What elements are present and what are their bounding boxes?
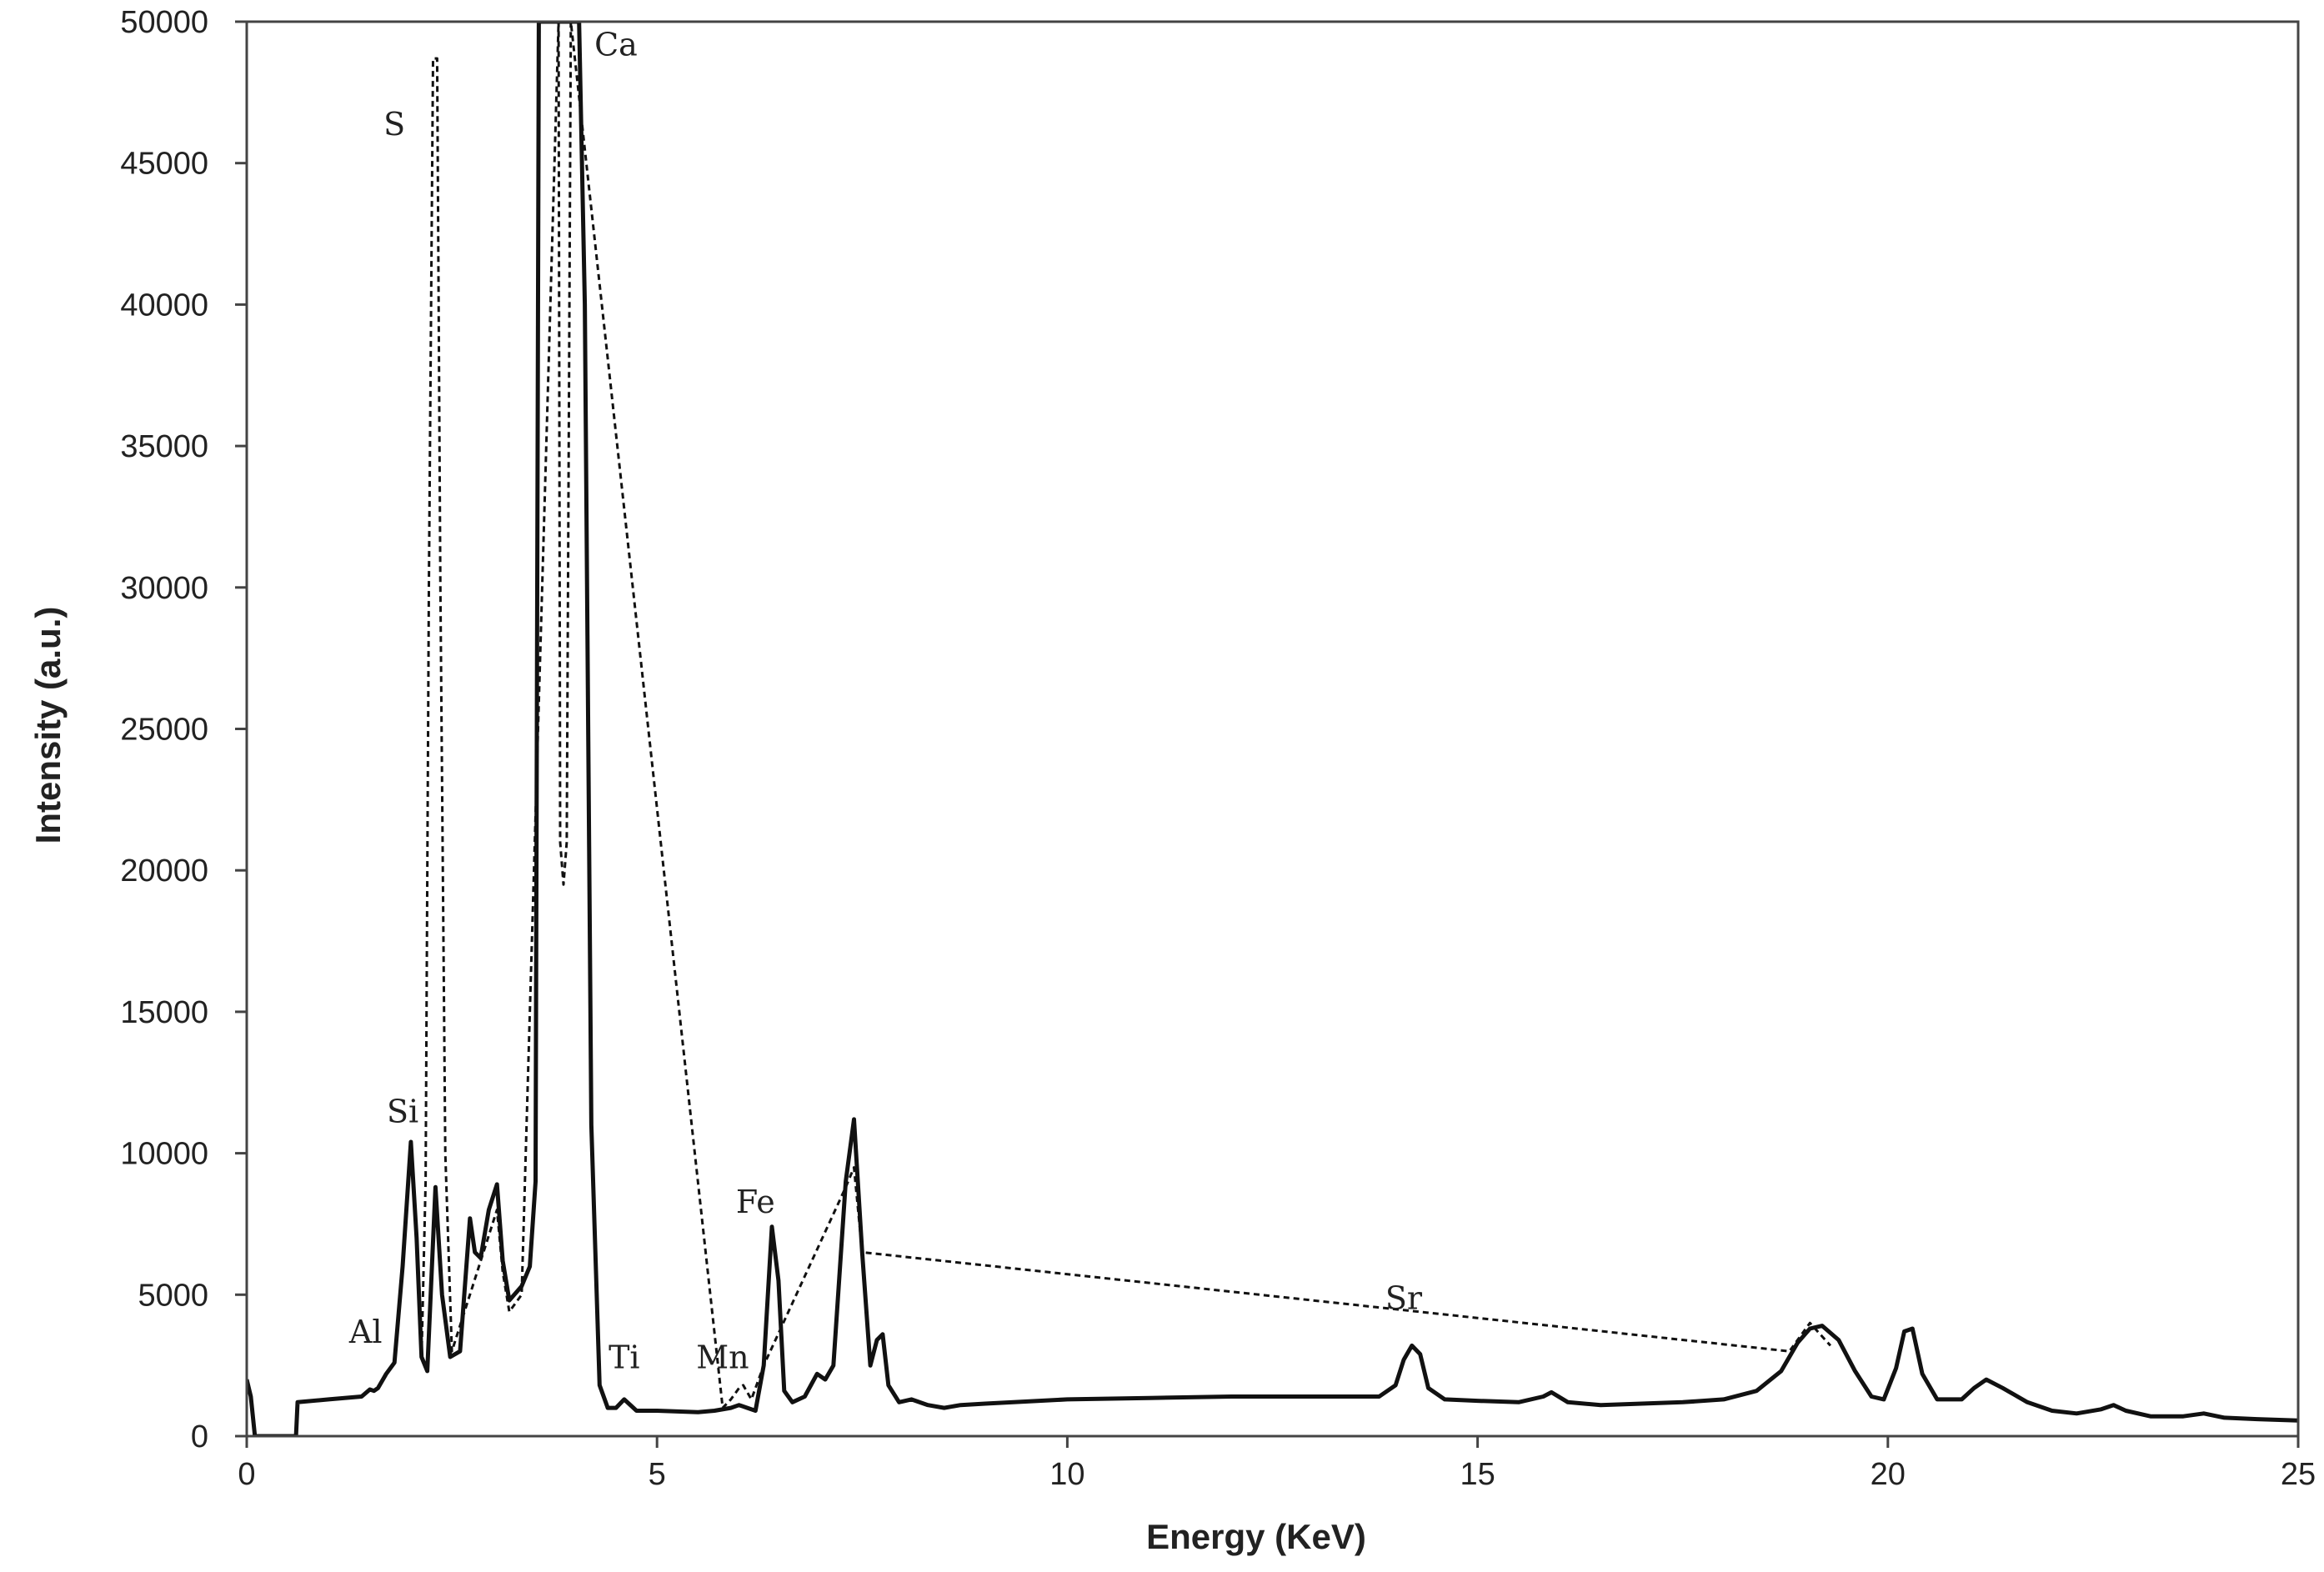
x-tick-label: 5	[649, 1457, 666, 1492]
y-axis-title: Intensity (a.u.)	[28, 607, 68, 844]
y-tick-label: 25000	[120, 713, 208, 748]
y-tick-label: 35000	[120, 429, 208, 464]
peak-label-si: Si	[387, 1093, 418, 1129]
annotation-layer: S Ca Si Al Fe Ti Mn Sr	[348, 27, 1423, 1376]
y-tick-label: 5000	[138, 1278, 208, 1313]
y-tick-label: 30000	[120, 571, 208, 606]
x-tick-label: 15	[1460, 1457, 1495, 1492]
y-tick-label: 0	[191, 1419, 208, 1454]
peak-label-s: S	[383, 106, 405, 143]
peak-label-sr: Sr	[1385, 1279, 1423, 1316]
y-tick-label: 45000	[120, 147, 208, 182]
peak-label-fe: Fe	[736, 1184, 775, 1220]
x-axis-title: Energy (KeV)	[1146, 1517, 1366, 1556]
peak-label-ti: Ti	[609, 1339, 640, 1376]
series-line-solid	[247, 22, 2298, 1436]
plot-frame	[245, 20, 2300, 1438]
peak-label-al: Al	[348, 1314, 383, 1350]
series-line-dashed	[420, 22, 1832, 1409]
peak-label-mn: Mn	[696, 1339, 749, 1376]
y-tick-label: 40000	[120, 288, 208, 323]
peak-label-ca: Ca	[594, 27, 638, 63]
y-tick-label: 20000	[120, 854, 208, 889]
x-tick-label: 10	[1049, 1457, 1084, 1492]
axis-layer: 0 5 10 15 20 25 0 5000 10000 15000 20000 25000 30000…	[120, 5, 2316, 1492]
series-layer	[247, 22, 2298, 1436]
x-tick-label: 0	[238, 1457, 255, 1492]
y-tick-label: 15000	[120, 995, 208, 1030]
y-tick-label: 10000	[120, 1137, 208, 1172]
y-tick-label: 50000	[120, 5, 208, 40]
x-tick-label: 20	[1871, 1457, 1906, 1492]
x-tick-label: 25	[2281, 1457, 2316, 1492]
